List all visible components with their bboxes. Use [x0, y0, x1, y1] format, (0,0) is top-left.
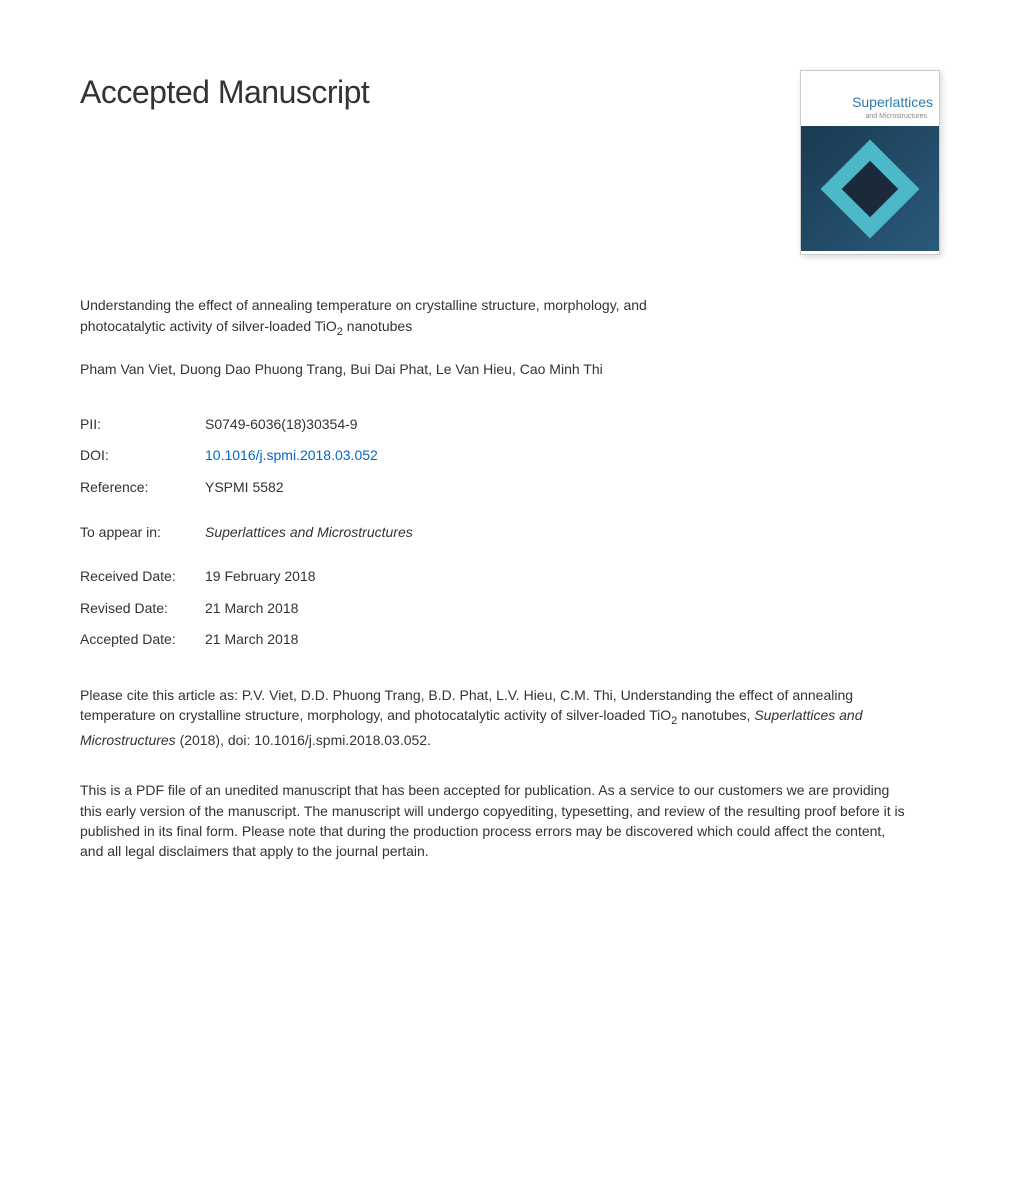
meta-table-appear: To appear in: Superlattices and Microstr…	[80, 523, 940, 543]
meta-row-doi: DOI: 10.1016/j.spmi.2018.03.052	[80, 446, 940, 466]
page-title: Accepted Manuscript	[80, 70, 369, 115]
meta-table-dates: Received Date: 19 February 2018 Revised …	[80, 567, 940, 650]
disclaimer-text: This is a PDF file of an unedited manusc…	[80, 780, 910, 861]
journal-cover: Superlattices and Microstructures	[800, 70, 940, 255]
meta-row-received: Received Date: 19 February 2018	[80, 567, 940, 587]
appear-value: Superlattices and Microstructures	[205, 523, 413, 543]
cover-diamond-inner	[842, 160, 899, 217]
meta-row-accepted: Accepted Date: 21 March 2018	[80, 630, 940, 650]
received-label: Received Date:	[80, 567, 205, 587]
article-title: Understanding the effect of annealing te…	[80, 295, 700, 340]
meta-row-reference: Reference: YSPMI 5582	[80, 478, 940, 498]
meta-table: PII: S0749-6036(18)30354-9 DOI: 10.1016/…	[80, 415, 940, 498]
accepted-value: 21 March 2018	[205, 630, 298, 650]
reference-value: YSPMI 5582	[205, 478, 284, 498]
citation-mid: nanotubes,	[677, 707, 754, 723]
doi-label: DOI:	[80, 446, 205, 466]
cover-diamond-icon	[821, 139, 920, 238]
doi-link[interactable]: 10.1016/j.spmi.2018.03.052	[205, 446, 378, 466]
cover-journal-subtitle: and Microstructures	[852, 112, 933, 122]
meta-row-appear: To appear in: Superlattices and Microstr…	[80, 523, 940, 543]
received-value: 19 February 2018	[205, 567, 316, 587]
citation-text: Please cite this article as: P.V. Viet, …	[80, 685, 900, 750]
pii-label: PII:	[80, 415, 205, 435]
accepted-label: Accepted Date:	[80, 630, 205, 650]
revised-label: Revised Date:	[80, 599, 205, 619]
cover-artwork	[801, 126, 939, 251]
meta-row-pii: PII: S0749-6036(18)30354-9	[80, 415, 940, 435]
cover-header: Superlattices and Microstructures	[801, 71, 939, 126]
authors-list: Pham Van Viet, Duong Dao Phuong Trang, B…	[80, 360, 940, 380]
reference-label: Reference:	[80, 478, 205, 498]
appear-label: To appear in:	[80, 523, 205, 543]
header-row: Accepted Manuscript Superlattices and Mi…	[80, 70, 940, 255]
citation-post: (2018), doi: 10.1016/j.spmi.2018.03.052.	[176, 732, 431, 748]
article-title-post: nanotubes	[343, 318, 412, 334]
meta-row-revised: Revised Date: 21 March 2018	[80, 599, 940, 619]
cover-journal-title: Superlattices	[852, 93, 933, 113]
pii-value: S0749-6036(18)30354-9	[205, 415, 358, 435]
revised-value: 21 March 2018	[205, 599, 298, 619]
